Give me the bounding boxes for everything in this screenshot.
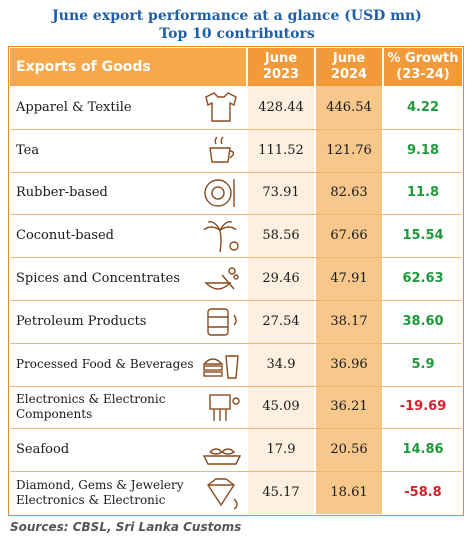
spices-icon xyxy=(196,257,248,300)
row-divider xyxy=(10,471,462,473)
header-june-2023: June 2023 xyxy=(248,48,314,86)
row-label: Rubber-based xyxy=(16,185,108,201)
value-june-2024: 18.61 xyxy=(330,485,368,501)
value-growth: 62.63 xyxy=(402,271,444,287)
value-june-2024: 38.17 xyxy=(330,313,368,329)
header-goods: Exports of Goods xyxy=(10,48,246,86)
value-june-2023: 45.17 xyxy=(262,485,300,501)
value-growth: 15.54 xyxy=(402,228,444,244)
row-divider xyxy=(10,300,462,301)
row-divider xyxy=(10,385,462,387)
row-label: Seafood xyxy=(16,442,70,458)
value-june-2024: 20.56 xyxy=(330,442,368,458)
value-growth: 4.22 xyxy=(406,99,440,115)
value-june-2024: 446.54 xyxy=(326,99,372,115)
value-june-2023: 27.54 xyxy=(262,313,300,329)
row-divider xyxy=(10,257,462,259)
value-growth: 14.86 xyxy=(402,442,444,458)
value-june-2024: 36.96 xyxy=(330,356,368,372)
chart-subtitle: Top 10 contributors xyxy=(159,26,315,42)
row-divider xyxy=(10,342,462,344)
table-row: Apparel & Textile 428.44 446.54 4.22 xyxy=(10,86,462,129)
value-june-2024: 47.91 xyxy=(330,271,368,287)
fish-icon xyxy=(196,428,248,471)
table-frame xyxy=(8,46,464,516)
value-june-2023: 111.52 xyxy=(258,142,304,158)
row-label: Petroleum Products xyxy=(16,313,147,329)
table-row: Spices and Concentrates 29.46 47.91 62.63 xyxy=(10,257,462,300)
value-june-2024: 67.66 xyxy=(330,228,368,244)
table-row: Seafood 17.9 20.56 14.86 xyxy=(10,428,462,471)
row-label: Tea xyxy=(16,142,40,158)
value-june-2023: 45.09 xyxy=(262,399,300,415)
value-growth: 38.60 xyxy=(402,313,444,329)
value-june-2023: 73.91 xyxy=(262,185,300,201)
table-row: Diamond, Gems & Jewelery Electronics & E… xyxy=(10,471,462,514)
value-growth: 9.18 xyxy=(406,142,440,158)
table-row: Coconut-based 58.56 67.66 15.54 xyxy=(10,214,462,257)
table-row: Processed Food & Beverages 34.9 36.96 5.9 xyxy=(10,343,462,386)
row-label: Spices and Concentrates xyxy=(16,271,181,287)
header-june-2024: June 2024 xyxy=(316,48,382,86)
value-june-2023: 29.46 xyxy=(262,271,300,287)
burger-drink-icon xyxy=(196,343,248,386)
row-label: Electronics & Electronic Components xyxy=(16,391,166,421)
source-note: Sources: CBSL, Sri Lanka Customs xyxy=(10,520,242,534)
row-divider xyxy=(10,171,462,173)
circuit-icon xyxy=(196,386,248,429)
shirt-icon xyxy=(196,86,248,129)
value-june-2024: 82.63 xyxy=(330,185,368,201)
tyre-icon xyxy=(196,172,248,215)
value-june-2024: 121.76 xyxy=(326,142,372,158)
row-divider xyxy=(10,214,462,216)
table-row: Tea 111.52 121.76 9.18 xyxy=(10,129,462,172)
value-growth: -58.8 xyxy=(404,485,442,501)
value-june-2023: 58.56 xyxy=(262,228,300,244)
value-june-2023: 34.9 xyxy=(266,356,296,372)
value-growth: 5.9 xyxy=(411,356,435,372)
table-row: Rubber-based 73.91 82.63 11.8 xyxy=(10,172,462,215)
oil-barrel-icon xyxy=(196,300,248,343)
value-growth: 11.8 xyxy=(406,185,440,201)
table-row: Electronics & Electronic Components 45.09… xyxy=(10,386,462,429)
value-growth: -19.69 xyxy=(399,399,447,415)
table-row: Petroleum Products 27.54 38.17 38.60 xyxy=(10,300,462,343)
value-june-2024: 36.21 xyxy=(330,399,368,415)
value-june-2023: 17.9 xyxy=(266,442,296,458)
row-divider xyxy=(10,428,462,430)
row-label: Processed Food & Beverages xyxy=(16,356,194,371)
row-label: Diamond, Gems & Jewelery Electronics & E… xyxy=(16,477,184,507)
diamond-icon xyxy=(196,471,248,514)
chart-title: June export performance at a glance (USD… xyxy=(52,8,422,24)
row-label: Coconut-based xyxy=(16,228,115,244)
tea-cup-icon xyxy=(196,129,248,172)
row-label: Apparel & Textile xyxy=(16,99,132,115)
value-june-2023: 428.44 xyxy=(258,99,304,115)
header-growth: % Growth (23-24) xyxy=(384,48,462,86)
coconut-tree-icon xyxy=(196,214,248,257)
row-divider xyxy=(10,128,462,130)
